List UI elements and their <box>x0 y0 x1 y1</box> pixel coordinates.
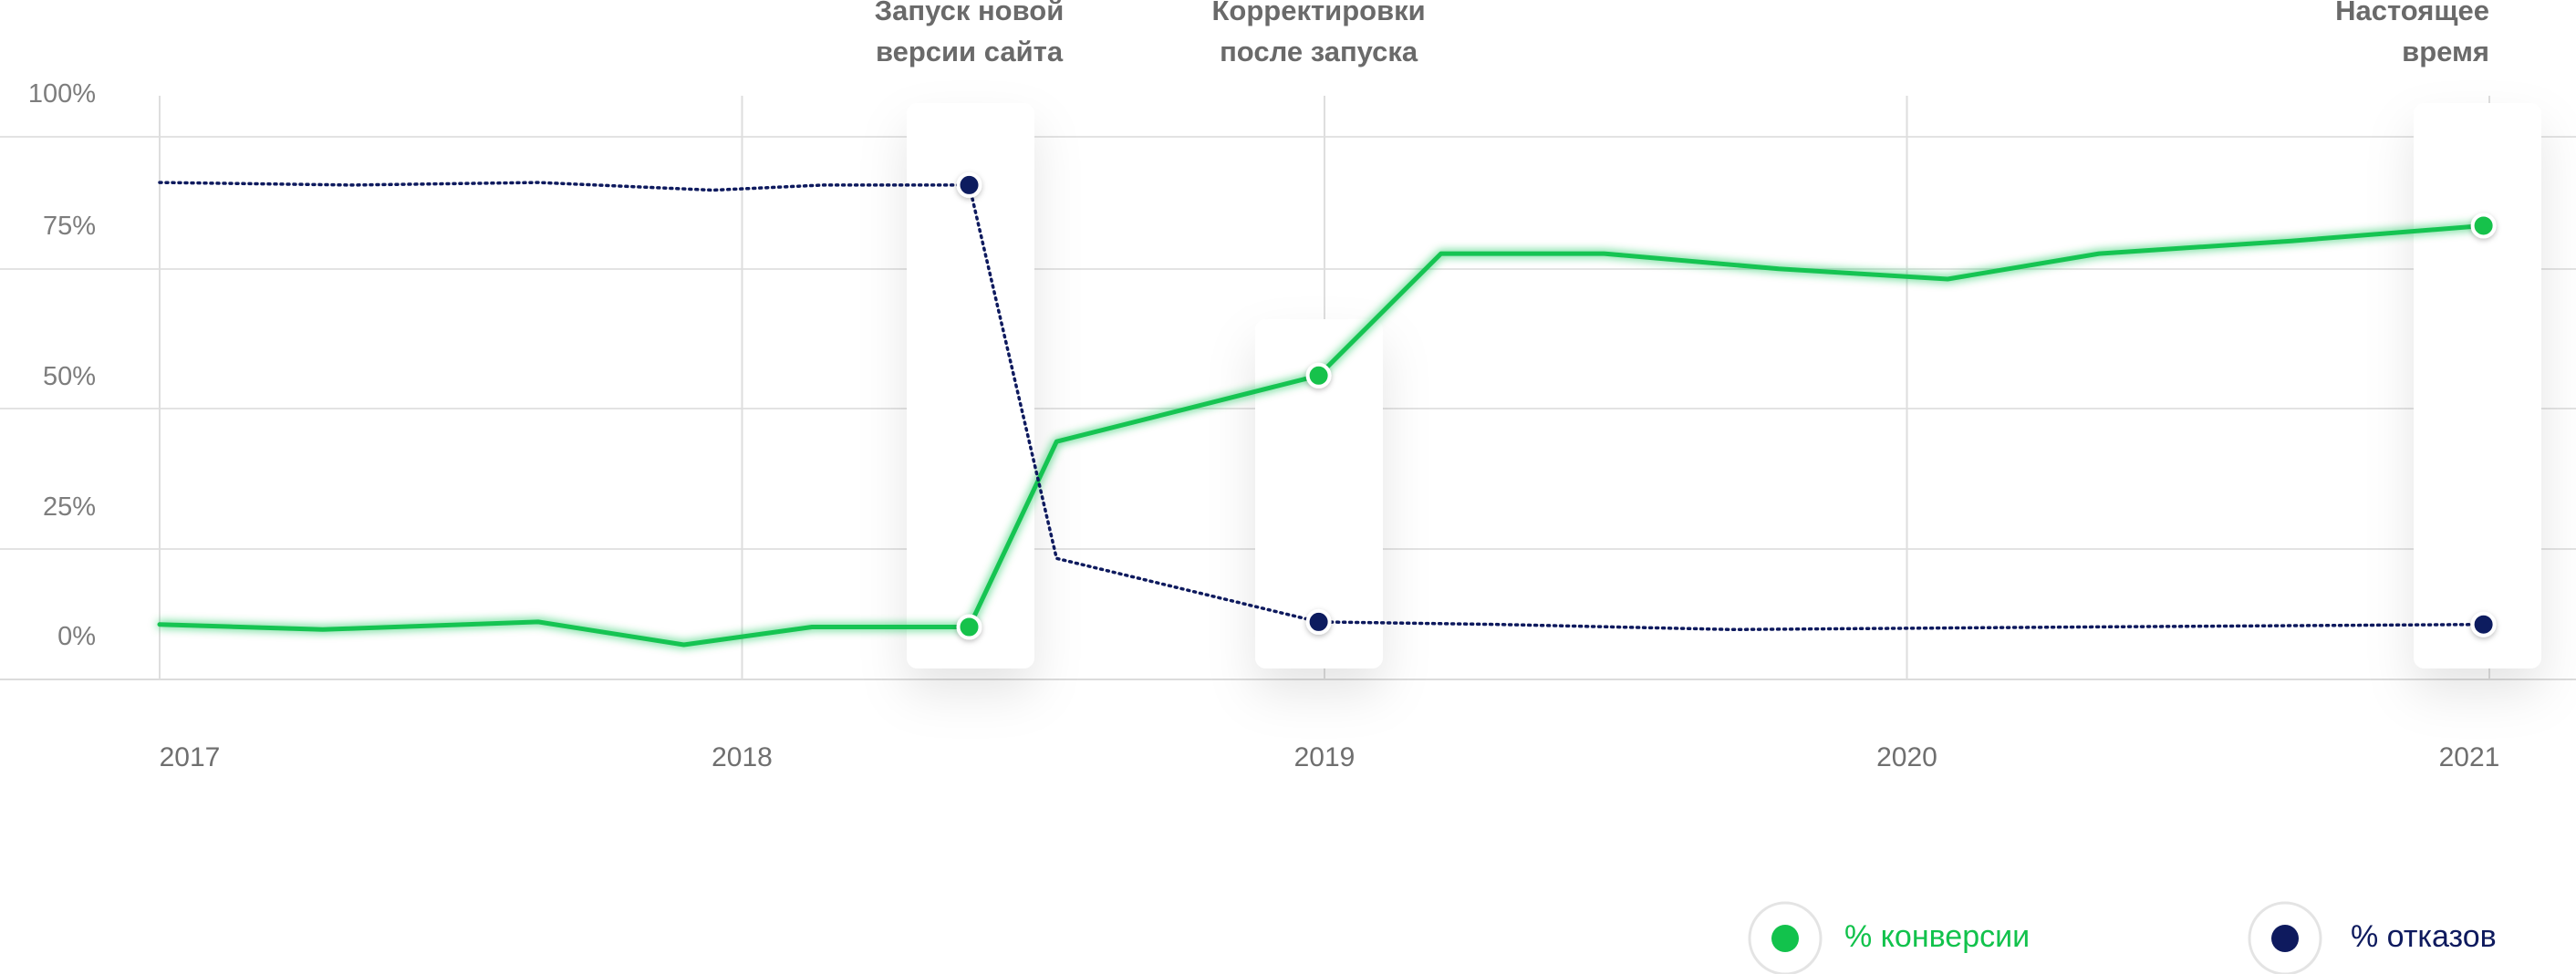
y-tick-label: 25% <box>43 492 96 522</box>
legend-label: % отказов <box>2351 919 2497 954</box>
legend-marker-bounce <box>2271 925 2299 952</box>
conversion-point <box>956 614 982 640</box>
x-tick-label: 2018 <box>712 742 773 772</box>
conversion-point <box>1305 362 1332 389</box>
bounce-point <box>2470 611 2497 637</box>
series-markers <box>956 171 2497 640</box>
annotation-label: после запуска <box>1220 36 1418 67</box>
legend-label: % конверсии <box>1844 919 2030 954</box>
bounce-point <box>956 171 982 198</box>
bounce-point <box>1305 608 1332 635</box>
annotation-label: Корректировки <box>1211 0 1425 26</box>
annotation-label: Настоящее <box>2335 0 2489 26</box>
highlight-cards <box>907 103 2541 668</box>
highlight-card <box>1255 319 1383 668</box>
x-tick-label: 2020 <box>1876 742 1937 772</box>
highlight-card <box>2414 103 2541 668</box>
annotation-label: Запуск новой <box>875 0 1065 26</box>
conversion-point <box>2470 212 2497 239</box>
highlight-card <box>907 103 1034 668</box>
series-line-bounce <box>158 181 2486 632</box>
labels: Запуск новой версии сайта Корректировки пос… <box>28 0 2500 772</box>
legend-marker-conversion <box>1771 925 1799 952</box>
x-tick-label: 2019 <box>1294 742 1356 772</box>
y-tick-label: 0% <box>57 622 96 651</box>
y-tick-label: 100% <box>28 79 96 109</box>
annotation-label: версии сайта <box>876 36 1064 67</box>
y-tick-label: 75% <box>43 212 96 241</box>
legend: % конверсии % отказов <box>1748 901 2497 974</box>
y-tick-label: 50% <box>43 362 96 391</box>
x-tick-label: 2021 <box>2439 742 2500 772</box>
x-tick-label: 2017 <box>160 742 221 772</box>
annotation-label: время <box>2402 36 2489 67</box>
